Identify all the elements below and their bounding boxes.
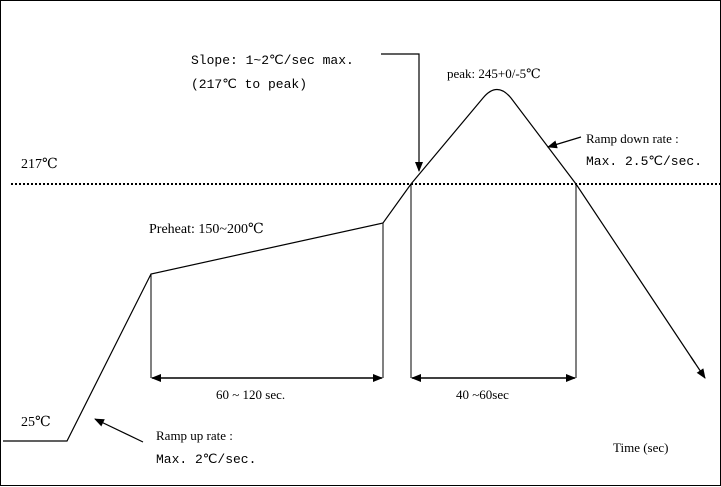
slope-pointer-arrow xyxy=(381,53,423,172)
ramp-up-pointer-arrow xyxy=(94,418,144,443)
time-axis-label: Time (sec) xyxy=(613,440,669,455)
preheat-duration-label: 60 ~ 120 sec. xyxy=(216,387,285,402)
ramp-down-label-line2: Max. 2.5℃/sec. xyxy=(586,154,702,169)
reflow-duration-label: 40 ~60sec xyxy=(456,387,509,402)
ramp-down-pointer-arrow xyxy=(547,136,582,149)
slope-label-line2: (217℃ to peak) xyxy=(191,77,307,92)
liquidus-temp-label: 217℃ xyxy=(21,157,58,172)
peak-label: peak: 245+0/-5℃ xyxy=(447,66,541,81)
ramp-up-label-line2: Max. 2℃/sec. xyxy=(156,452,256,467)
ramp-up-label-line1: Ramp up rate : xyxy=(156,428,233,443)
preheat-label: Preheat: 150~200℃ xyxy=(149,222,264,237)
ramp-down-label-line1: Ramp down rate : xyxy=(586,131,679,146)
temperature-profile-curve xyxy=(3,88,696,442)
start-temp-label: 25℃ xyxy=(21,415,51,430)
ramp-down-arrow-tip xyxy=(690,356,706,379)
slope-label-line1: Slope: 1~2℃/sec max. xyxy=(191,53,354,68)
